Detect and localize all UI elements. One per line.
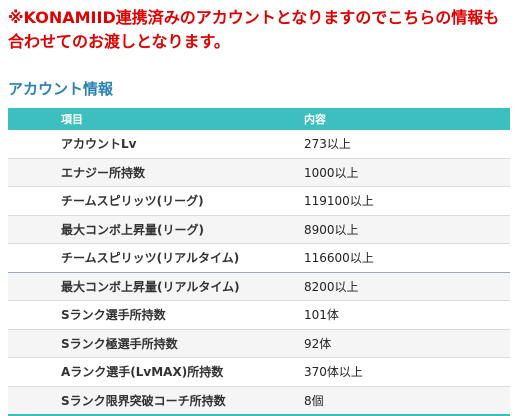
row-item-label: アカウントLv [61, 137, 137, 152]
table-row: Sランク極選手所持数 92体 [8, 329, 510, 358]
row-value: 8200以上 [304, 272, 510, 301]
table-row: エナジー所持数 1000以上 [8, 158, 510, 187]
table-row: Sランク限界突破コーチ所持数 8個 [8, 386, 510, 416]
row-item-label: チームスピリッツ(リーグ) [61, 194, 204, 209]
row-value: 116600以上 [304, 243, 510, 273]
table-row: 最大コンボ上昇量(リアルタイム) 8200以上 [8, 272, 510, 301]
row-value: 92体 [304, 329, 510, 358]
row-value: 8個 [304, 386, 510, 416]
row-value: 370体以上 [304, 357, 510, 387]
row-value: 101体 [304, 300, 510, 330]
table-row: チームスピリッツ(リーグ) 119100以上 [8, 186, 510, 216]
table-row: 最大コンボ上昇量(リーグ) 8900以上 [8, 215, 510, 244]
table-header-row: 項目 内容 [8, 108, 510, 130]
header-item: 項目 [8, 108, 304, 130]
row-item-label: 最大コンボ上昇量(リーグ) [61, 222, 204, 237]
row-item-label: Sランク限界突破コーチ所持数 [61, 393, 226, 408]
row-item-label: 最大コンボ上昇量(リアルタイム) [61, 279, 240, 294]
row-value: 119100以上 [304, 186, 510, 216]
row-value: 8900以上 [304, 215, 510, 244]
row-item-label: Sランク選手所持数 [61, 308, 166, 323]
row-item-label: Aランク選手(LvMAX)所持数 [61, 365, 224, 380]
header-value: 内容 [304, 108, 510, 130]
table-row: Sランク選手所持数 101体 [8, 300, 510, 330]
notice-text: ※KONAMIID連携済みのアカウントとなりますのでこちらの情報も合わせてのお渡… [8, 8, 500, 51]
table-row: アカウントLv 273以上 [8, 130, 510, 159]
table-row: チームスピリッツ(リアルタイム) 116600以上 [8, 243, 510, 273]
account-info-table: 項目 内容 アカウントLv 273以上 エナジー所持数 1000以上 チームスピ… [8, 108, 510, 416]
table-row: Aランク選手(LvMAX)所持数 370体以上 [8, 357, 510, 387]
row-item-label: Sランク極選手所持数 [61, 336, 178, 351]
row-item-label: チームスピリッツ(リアルタイム) [61, 251, 240, 266]
row-value: 1000以上 [304, 158, 510, 187]
row-item-label: エナジー所持数 [61, 165, 146, 180]
section-title: アカウント情報 [8, 80, 114, 98]
row-value: 273以上 [304, 130, 510, 159]
